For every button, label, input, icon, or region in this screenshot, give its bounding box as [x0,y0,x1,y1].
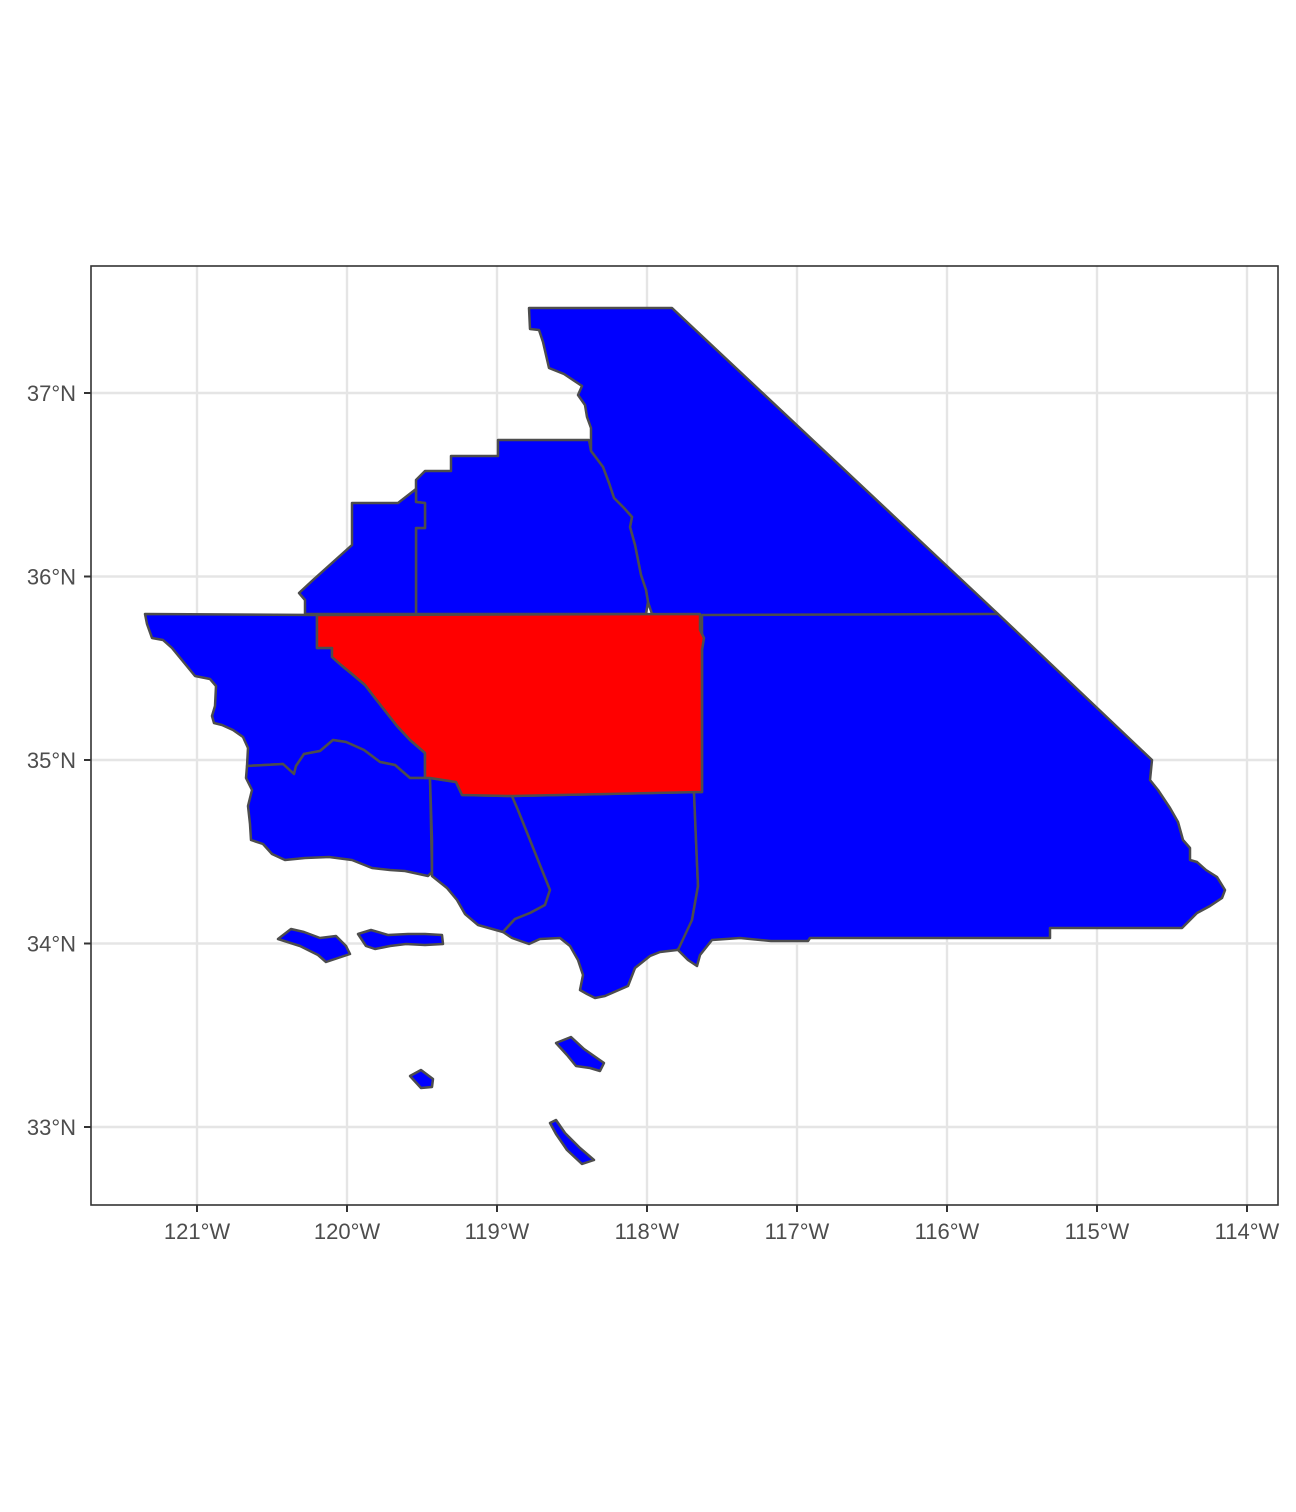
y-tick-label: 34°N [27,932,76,957]
x-tick-label: 121°W [164,1219,231,1244]
x-tick-label: 120°W [314,1219,381,1244]
x-tick-label: 114°W [1215,1219,1280,1244]
county-kings [297,487,427,616]
x-tick-label: 116°W [915,1219,980,1244]
y-axis: 33°N 34°N 35°N 36°N 37°N [27,381,91,1140]
county-santa-barbara [244,738,434,878]
x-axis: 121°W 120°W 119°W 118°W 117°W 116°W 115°W 114°W [164,1205,1280,1244]
x-tick-label: 115°W [1065,1219,1130,1244]
x-tick-label: 119°W [465,1219,530,1244]
island-catalina [554,1035,606,1073]
island-san-clemente [548,1118,596,1166]
y-tick-label: 33°N [27,1115,76,1140]
county-kern [315,612,706,798]
plot-panel [90,265,1279,1206]
island-santa-cruz [356,928,445,951]
x-tick-label: 118°W [615,1219,680,1244]
x-tick-label: 117°W [765,1219,830,1244]
island-santa-rosa [276,927,352,964]
y-tick-label: 35°N [27,748,76,773]
y-tick-label: 37°N [27,381,76,406]
island-santa-barbara-isl [408,1068,435,1090]
county-san-bernardino [676,612,1227,968]
y-tick-label: 36°N [27,565,76,590]
county-polygons [143,306,1227,1166]
